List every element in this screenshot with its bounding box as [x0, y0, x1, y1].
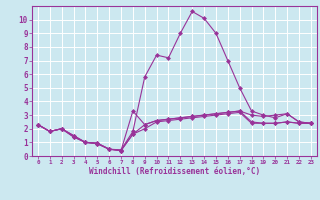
X-axis label: Windchill (Refroidissement éolien,°C): Windchill (Refroidissement éolien,°C)	[89, 167, 260, 176]
